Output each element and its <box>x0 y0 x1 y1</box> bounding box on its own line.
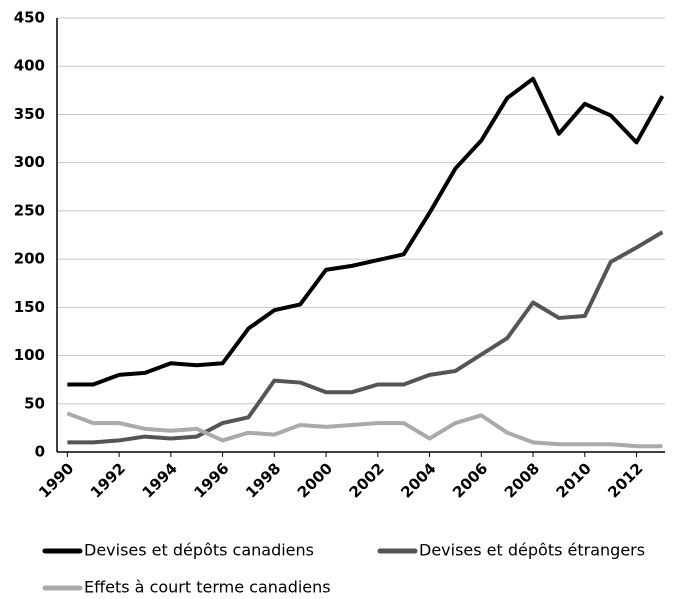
x-tick-label: 2006 <box>449 459 491 501</box>
x-tick-label: 2000 <box>294 459 336 501</box>
y-tick-label: 100 <box>14 346 45 364</box>
x-tick-label: 1998 <box>242 459 284 501</box>
y-tick-label: 200 <box>14 250 45 268</box>
x-tick-label: 2008 <box>501 459 543 501</box>
y-tick-label: 250 <box>14 201 45 219</box>
x-tick-label: 1992 <box>87 459 129 501</box>
x-tick-label: 1996 <box>190 459 232 501</box>
x-tick-label: 2002 <box>346 459 388 501</box>
y-tick-label: 400 <box>14 57 45 75</box>
x-tick-label: 2010 <box>553 459 595 501</box>
legend-label: Devises et dépôts canadiens <box>84 541 314 560</box>
y-tick-label: 300 <box>14 153 45 171</box>
y-tick-label: 350 <box>14 105 45 123</box>
series-line <box>67 230 664 445</box>
legend-label: Devises et dépôts étrangers <box>419 541 645 560</box>
series-line <box>67 76 665 387</box>
x-tick-label: 2012 <box>604 459 646 501</box>
x-tick-label: 1990 <box>35 459 77 501</box>
legend-label: Effets à court terme canadiens <box>84 578 331 597</box>
y-tick-label: 0 <box>35 443 45 461</box>
x-tick-label: 1994 <box>139 459 181 501</box>
y-tick-label: 150 <box>14 298 45 316</box>
x-tick-label: 2004 <box>397 459 439 501</box>
series-line <box>66 411 663 449</box>
y-tick-label: 50 <box>24 394 45 412</box>
y-tick-label: 450 <box>14 9 45 27</box>
